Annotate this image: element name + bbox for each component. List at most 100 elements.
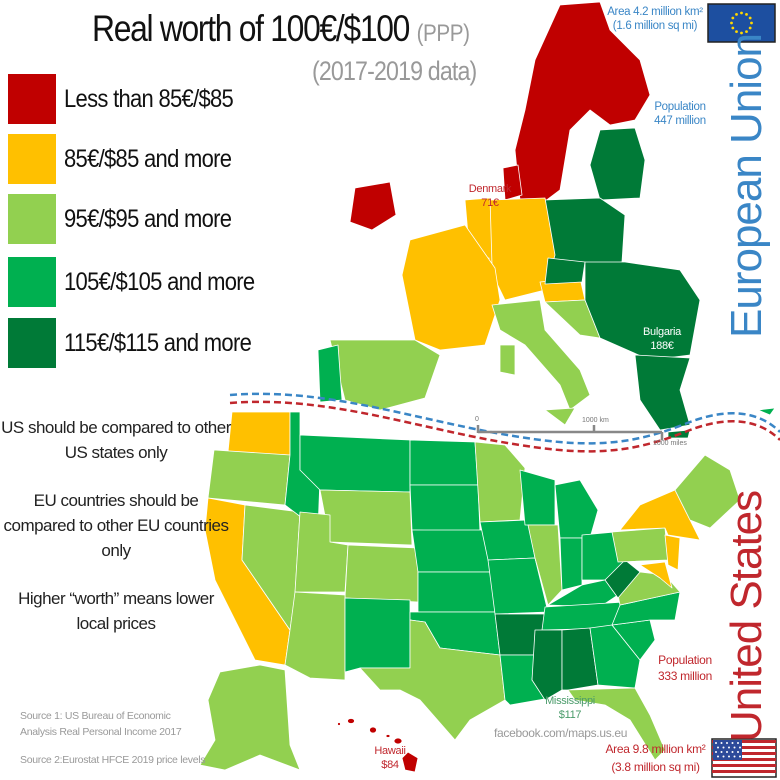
star-icon <box>745 12 748 16</box>
region-sardinia <box>499 344 516 376</box>
star-icon <box>728 755 730 758</box>
region-baltics <box>589 127 646 201</box>
region-france <box>401 224 501 351</box>
state-wi <box>519 469 556 526</box>
subtitle: (2017-2019 data) <box>312 56 477 86</box>
star-icon <box>730 21 733 25</box>
legend-item: 115€/$115 and more <box>8 318 277 368</box>
legend-swatch <box>8 74 56 124</box>
region-sicily <box>544 407 576 426</box>
eu-area: Area 4.2 million km² (1.6 million sq mi) <box>607 6 703 32</box>
region-italy <box>491 299 591 411</box>
star-icon <box>748 16 752 20</box>
state-wy <box>319 489 413 546</box>
scale-zero: 0 <box>475 416 479 423</box>
legend-swatch <box>8 318 56 368</box>
note-eu: EU countries should be compared to other… <box>3 491 229 560</box>
legend-item: 95€/$95 and more <box>8 194 254 244</box>
title-suffix: (PPP) <box>416 20 470 47</box>
legend-item: 105€/$105 and more <box>8 257 280 307</box>
state-co <box>344 544 419 603</box>
state-az <box>284 591 346 681</box>
legend-item: 85€/$85 and more <box>8 134 254 184</box>
page-title: Real worth of 100€/$100 (PPP) <box>92 8 470 50</box>
state-ia <box>479 519 536 561</box>
us-area: Area 9.8 million km² (3.8 million sq mi) <box>605 742 706 774</box>
state-ga <box>589 624 641 689</box>
star-icon <box>722 746 725 749</box>
state-ne <box>411 529 493 573</box>
state-mn <box>474 441 526 523</box>
state-nm <box>344 597 411 673</box>
star-icon <box>715 742 717 744</box>
star-icon <box>735 30 738 34</box>
legend-label: Less than 85€/$85 <box>64 84 234 113</box>
star-icon <box>737 751 739 753</box>
state-mt <box>299 434 411 493</box>
scale-km: 1000 km <box>582 417 609 424</box>
state-new-england <box>674 454 741 529</box>
legend-label: 115€/$115 and more <box>64 328 252 357</box>
callout-hawaii: Hawaii $84 <box>374 745 406 771</box>
state-pa <box>611 527 669 563</box>
star-icon <box>720 751 723 753</box>
region-poland <box>544 197 626 269</box>
state-in <box>559 537 583 591</box>
state-wa <box>227 411 291 456</box>
star-icon <box>728 746 730 749</box>
title-main: Real worth of 100€/$100 <box>92 8 410 49</box>
divider-red <box>229 400 780 453</box>
state-ny <box>619 489 701 541</box>
star-icon <box>715 751 717 753</box>
state-il <box>527 524 563 606</box>
callout-denmark: Denmark 71€ <box>468 183 512 209</box>
region-greece <box>634 354 691 431</box>
state-fl <box>567 687 666 761</box>
region-denmark <box>502 164 523 201</box>
star-icon <box>731 16 735 20</box>
state-nd <box>409 439 479 486</box>
state-ms <box>531 629 563 701</box>
star-icon <box>733 755 736 758</box>
state-al <box>561 627 599 691</box>
eu-name: European Union <box>722 33 771 338</box>
region-scandinavia <box>514 1 651 206</box>
star-icon <box>739 746 741 749</box>
credit-link[interactable]: facebook.com/maps.us.eu <box>494 726 628 740</box>
note-worth: Higher “worth” means lower local prices <box>18 589 214 633</box>
star-icon <box>717 746 719 749</box>
legend-swatch <box>8 257 56 307</box>
legend-label: 105€/$105 and more <box>64 267 255 296</box>
state-hi <box>337 718 419 773</box>
region-cyprus <box>757 407 776 416</box>
star-icon <box>735 12 738 16</box>
state-tx <box>359 619 506 741</box>
star-icon <box>739 755 741 758</box>
star-icon <box>731 742 734 744</box>
state-ks <box>417 571 496 613</box>
region-portugal <box>317 344 343 403</box>
star-icon <box>717 755 719 758</box>
scale-bar <box>476 425 664 440</box>
star-icon <box>740 31 743 35</box>
callout-bulgaria: Bulgaria 188€ <box>643 326 681 352</box>
state-md <box>639 561 673 589</box>
source-2: Source 2:Eurostat HFCE 2019 price levels <box>20 754 206 766</box>
legend-label: 95€/$95 and more <box>64 204 232 233</box>
state-wv <box>604 559 641 599</box>
star-icon <box>726 751 728 753</box>
legend-swatch <box>8 194 56 244</box>
legend-label: 85€/$85 and more <box>64 144 232 173</box>
eu-flag <box>707 3 776 43</box>
state-nj <box>664 534 681 571</box>
star-icon <box>745 30 748 34</box>
legend-item: Less than 85€/$85 <box>8 74 256 124</box>
star-icon <box>737 742 739 744</box>
star-icon <box>722 755 725 758</box>
us-flag <box>711 738 777 778</box>
legend-swatch <box>8 134 56 184</box>
state-mi <box>554 479 599 539</box>
scale-miles: 1000 miles <box>653 440 687 447</box>
region-czechia <box>544 257 586 285</box>
